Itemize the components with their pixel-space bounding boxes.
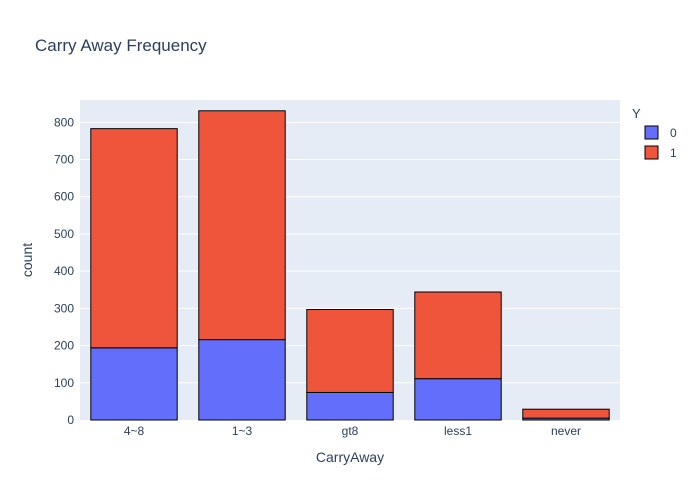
bar-never-series-1[interactable] [522, 408, 610, 419]
legend-swatch[interactable] [644, 125, 659, 140]
x-axis-label: CarryAway [316, 449, 384, 465]
legend-label[interactable]: 1 [670, 146, 677, 160]
y-tick-label: 400 [54, 264, 74, 278]
chart-title: Carry Away Frequency [35, 36, 207, 55]
bar-less1-series-0[interactable] [414, 378, 502, 421]
bar-4~8-series-1[interactable] [90, 128, 178, 349]
legend-title: Y [632, 106, 641, 121]
y-tick-label: 0 [67, 413, 74, 427]
x-tick-label: 1~3 [232, 424, 253, 438]
y-tick-label: 200 [54, 339, 74, 353]
bar-less1-series-1[interactable] [414, 291, 502, 380]
y-tick-label: 700 [54, 153, 74, 167]
x-tick-label: gt8 [342, 424, 359, 438]
bar-1~3-series-0[interactable] [198, 339, 286, 421]
y-tick-label: 800 [54, 115, 74, 129]
x-tick-label: 4~8 [124, 424, 145, 438]
bar-4~8-series-0[interactable] [90, 347, 178, 421]
y-tick-label: 600 [54, 190, 74, 204]
bars [90, 110, 610, 421]
x-tick-label: less1 [444, 424, 472, 438]
x-tick-labels: 4~8 1~3 gt8 less1 never [124, 424, 581, 438]
y-tick-label: 100 [54, 376, 74, 390]
legend-label[interactable]: 0 [670, 126, 677, 140]
y-tick-labels: 0 100 200 300 400 500 600 700 800 [54, 115, 74, 427]
bar-gt8-series-0[interactable] [306, 391, 394, 421]
y-tick-label: 500 [54, 227, 74, 241]
y-tick-label: 300 [54, 301, 74, 315]
legend[interactable]: Y 0 1 [632, 106, 677, 160]
y-axis-label: count [19, 243, 35, 277]
legend-swatch[interactable] [644, 145, 659, 160]
x-tick-label: never [551, 424, 581, 438]
bar-1~3-series-1[interactable] [198, 110, 286, 341]
bar-gt8-series-1[interactable] [306, 308, 394, 393]
